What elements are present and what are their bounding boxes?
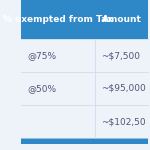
Bar [21, 0, 95, 39]
Bar [21, 105, 95, 138]
Bar [95, 39, 148, 72]
Text: % exempted from Tax: % exempted from Tax [3, 15, 113, 24]
Text: @75%: @75% [28, 51, 57, 60]
Text: ~$95,000: ~$95,000 [101, 84, 146, 93]
Bar [95, 0, 148, 39]
Text: Amount: Amount [102, 15, 142, 24]
Text: @50%: @50% [28, 84, 57, 93]
Bar [21, 39, 95, 72]
Bar [95, 72, 148, 105]
Bar [21, 138, 148, 144]
Text: ~$7,500: ~$7,500 [101, 51, 140, 60]
Bar [95, 105, 148, 138]
Text: ~$102,50: ~$102,50 [101, 117, 146, 126]
Bar [21, 72, 95, 105]
